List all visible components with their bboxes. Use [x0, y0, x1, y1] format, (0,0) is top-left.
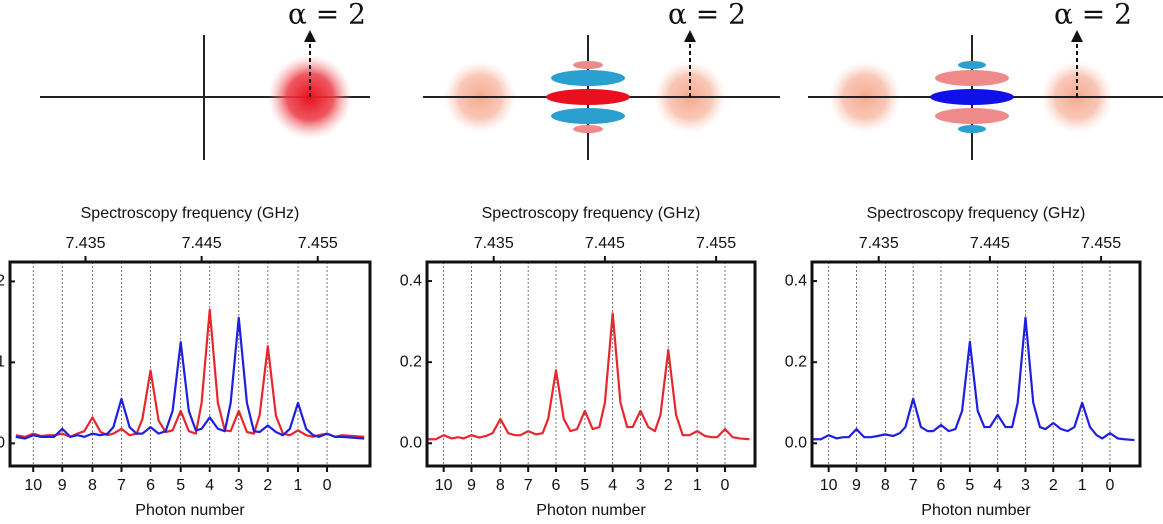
x-tick-label: 7 — [524, 477, 533, 494]
x-tick-label: 0 — [323, 477, 332, 494]
y-tick-label: 0.0 — [785, 435, 807, 452]
spectrum-line — [812, 316, 1135, 442]
x-top-tick-label: 7.455 — [1081, 235, 1121, 252]
x-tick-label: 4 — [205, 477, 214, 494]
annotation: α = 2 — [668, 0, 746, 31]
diagram: α = 2 — [40, 0, 370, 160]
x-axis-top-label: Spectroscopy frequency (GHz) — [867, 205, 1086, 222]
x-tick-label: 7 — [909, 477, 918, 494]
diagram: α = 2 — [808, 0, 1163, 160]
y-tick-label: 0.4 — [400, 272, 422, 289]
x-tick-label: 1 — [294, 477, 303, 494]
plot-frame — [425, 260, 757, 468]
x-top-tick-label: 7.445 — [182, 235, 222, 252]
x-top-tick-label: 7.435 — [65, 235, 105, 252]
x-tick-label: 0 — [721, 477, 730, 494]
fringe — [935, 70, 1009, 86]
fringe — [573, 125, 603, 133]
y-tick-label: 0.0 — [0, 435, 5, 452]
x-tick-label: 9 — [58, 477, 67, 494]
x-axis-top-label: Spectroscopy frequency (GHz) — [482, 205, 701, 222]
x-tick-label: 1 — [1078, 477, 1087, 494]
annotation: α = 2 — [1054, 0, 1132, 31]
x-axis-label: Photon number — [135, 502, 245, 519]
x-tick-label: 9 — [852, 477, 861, 494]
fringe — [930, 89, 1014, 105]
x-top-tick-label: 7.455 — [298, 235, 338, 252]
fringe — [935, 108, 1009, 124]
x-tick-label: 1 — [693, 477, 702, 494]
y-tick-label: 0.2 — [785, 353, 807, 370]
fringe — [551, 70, 625, 86]
y-tick-label: 0.1 — [0, 354, 5, 371]
x-tick-label: 5 — [965, 477, 974, 494]
x-top-tick-label: 7.445 — [585, 235, 625, 252]
x-axis-top-label: Spectroscopy frequency (GHz) — [81, 205, 300, 222]
x-tick-label: 4 — [993, 477, 1002, 494]
x-tick-label: 10 — [820, 477, 838, 494]
x-tick-label: 0 — [1106, 477, 1115, 494]
x-tick-label: 8 — [88, 477, 97, 494]
x-tick-label: 6 — [937, 477, 946, 494]
x-tick-label: 4 — [608, 477, 617, 494]
y-tick-label: 0.2 — [400, 353, 422, 370]
fringe — [546, 89, 630, 105]
x-top-tick-label: 7.435 — [859, 235, 899, 252]
x-axis-label: Photon number — [536, 502, 646, 519]
x-tick-label: 10 — [435, 477, 453, 494]
x-top-tick-label: 7.445 — [970, 235, 1010, 252]
spectrum-line — [15, 316, 365, 440]
x-tick-label: 8 — [881, 477, 890, 494]
x-tick-label: 10 — [24, 477, 42, 494]
x-tick-label: 2 — [1049, 477, 1058, 494]
annotation: α = 2 — [288, 0, 366, 31]
x-tick-label: 6 — [552, 477, 561, 494]
x-tick-label: 7 — [117, 477, 126, 494]
x-tick-label: 2 — [263, 477, 272, 494]
plot-frame — [8, 260, 372, 468]
fringe — [573, 61, 603, 69]
x-tick-label: 3 — [1021, 477, 1030, 494]
x-tick-label: 9 — [467, 477, 476, 494]
x-tick-label: 5 — [580, 477, 589, 494]
fringe — [958, 125, 986, 133]
y-tick-label: 0.0 — [400, 435, 422, 452]
x-tick-label: 2 — [664, 477, 673, 494]
fringe — [958, 61, 986, 69]
y-tick-label: 0.2 — [0, 273, 5, 290]
x-tick-label: 8 — [496, 477, 505, 494]
fringe — [551, 108, 625, 124]
x-top-tick-label: 7.455 — [696, 235, 736, 252]
diagram: α = 2 — [423, 0, 780, 160]
plot-frame — [810, 260, 1142, 468]
x-tick-label: 6 — [146, 477, 155, 494]
spectrum-line — [427, 312, 750, 441]
x-axis-label: Photon number — [921, 502, 1031, 519]
x-top-tick-label: 7.435 — [474, 235, 514, 252]
x-tick-label: 3 — [636, 477, 645, 494]
x-tick-label: 5 — [176, 477, 185, 494]
spectrum-line — [15, 308, 365, 438]
y-tick-label: 0.4 — [785, 272, 807, 289]
x-tick-label: 3 — [234, 477, 243, 494]
